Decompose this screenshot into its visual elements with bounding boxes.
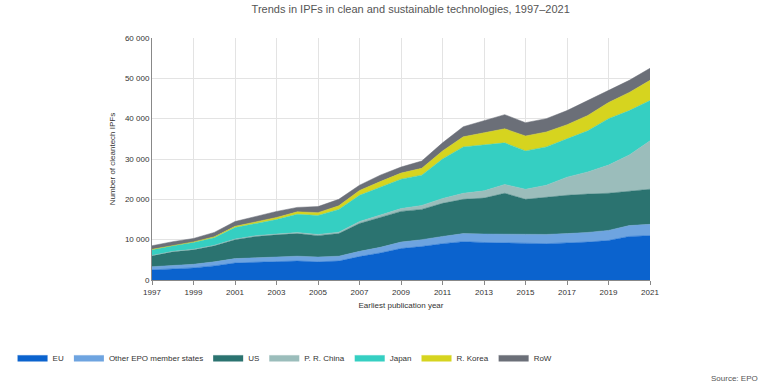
svg-text:R. Korea: R. Korea [457, 354, 489, 363]
svg-text:40 000: 40 000 [125, 114, 150, 123]
svg-text:1997: 1997 [143, 288, 161, 297]
svg-text:2013: 2013 [475, 288, 493, 297]
svg-text:2017: 2017 [558, 288, 576, 297]
svg-text:60 000: 60 000 [125, 34, 150, 43]
svg-text:2007: 2007 [351, 288, 369, 297]
svg-text:Japan: Japan [390, 354, 412, 363]
svg-text:0: 0 [145, 276, 150, 285]
svg-text:EU: EU [53, 354, 64, 363]
svg-text:P. R. China: P. R. China [304, 354, 344, 363]
svg-text:1999: 1999 [185, 288, 203, 297]
svg-text:Trends in IPFs in clean and su: Trends in IPFs in clean and sustainable … [252, 3, 570, 15]
svg-text:Source: EPO: Source: EPO [711, 374, 758, 383]
svg-text:50 000: 50 000 [125, 74, 150, 83]
svg-text:Earliest publication year: Earliest publication year [359, 301, 444, 310]
svg-text:2015: 2015 [517, 288, 535, 297]
svg-text:2021: 2021 [641, 288, 659, 297]
svg-text:RoW: RoW [534, 354, 552, 363]
svg-text:2001: 2001 [226, 288, 244, 297]
svg-text:20 000: 20 000 [125, 195, 150, 204]
svg-text:2005: 2005 [309, 288, 327, 297]
svg-text:2009: 2009 [392, 288, 410, 297]
svg-text:2003: 2003 [268, 288, 286, 297]
svg-text:2019: 2019 [600, 288, 618, 297]
svg-text:30 000: 30 000 [125, 155, 150, 164]
svg-text:2011: 2011 [434, 288, 452, 297]
svg-text:US: US [248, 354, 259, 363]
svg-text:10 000: 10 000 [125, 235, 150, 244]
svg-text:Number of cleantech IPFs: Number of cleantech IPFs [108, 113, 117, 205]
svg-text:Other EPO member states: Other EPO member states [109, 354, 203, 363]
